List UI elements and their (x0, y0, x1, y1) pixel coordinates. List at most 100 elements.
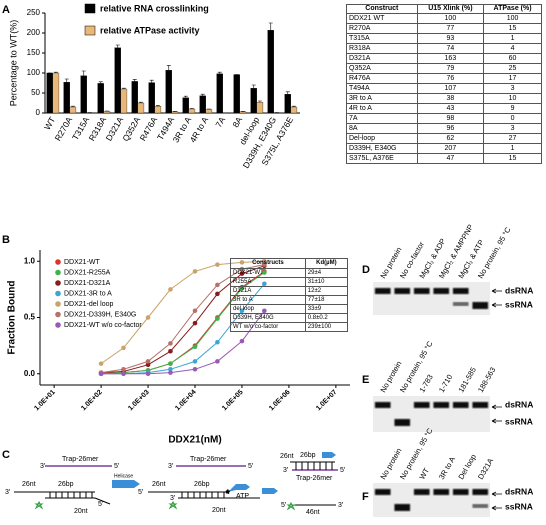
y-tick-label: 100 (27, 68, 41, 77)
x-axis-label: DDX21(nM) (168, 435, 221, 446)
table-cell: 77±18 (304, 295, 349, 305)
data-point (192, 320, 198, 326)
error-bar (64, 78, 69, 83)
bar (290, 106, 298, 114)
bar (284, 94, 291, 114)
diagram-label: 5′ (340, 467, 346, 474)
panel-label: C (2, 449, 10, 461)
table-row: R255A 31±10 (230, 277, 349, 287)
legend-marker (55, 280, 61, 286)
table-cell: 8A (346, 123, 418, 134)
error-bar (138, 101, 143, 103)
table-row: R476A 76 17 (346, 73, 542, 84)
error-bar (115, 44, 120, 48)
data-point (168, 348, 173, 354)
bar (52, 72, 60, 114)
x-tick-label: 1.0E+03 (127, 389, 151, 413)
error-bar (98, 81, 103, 84)
diagram-label: 20nt (74, 508, 88, 515)
table-cell: 12±2 (304, 286, 349, 296)
diagram-label: 46nt (306, 509, 320, 516)
gel-band (394, 419, 411, 426)
band-label: ssRNA (505, 416, 533, 426)
gel-band (374, 489, 391, 495)
x-tick-label: 1.0E+07 (315, 389, 339, 413)
table-cell: 1 (483, 33, 542, 44)
bar (233, 74, 240, 114)
table-cell: 62 (416, 133, 485, 144)
legend-swatch (84, 3, 96, 14)
gel-band (452, 402, 469, 408)
y-tick-label: 200 (27, 28, 41, 37)
diagram-label: 26bp (194, 481, 210, 488)
table-cell: 31±10 (304, 277, 349, 287)
gel-band (452, 288, 469, 294)
table-cell: 1 (483, 143, 542, 154)
gel (373, 483, 490, 517)
gel-band (452, 489, 469, 495)
table-row: D321A 163 60 (346, 53, 542, 64)
y-tick-label: 0.5 (24, 313, 36, 322)
table-header-cell: Kd(µM) (304, 258, 349, 269)
table-header-row: Construct U15 Xlink (%) ATPase (%) (346, 4, 542, 14)
band-label: dsRNA (505, 399, 533, 409)
diagram-label: 3′ (283, 467, 289, 474)
diagram-label: 5′ (114, 463, 120, 470)
data-point (192, 359, 198, 364)
error-bar (155, 105, 160, 107)
legend-marker (55, 290, 61, 297)
table-cell: 4 (483, 43, 542, 54)
lane-label: 1-783 (417, 373, 434, 394)
data-point (145, 362, 151, 368)
legend-label: DDX21-del loop (64, 301, 114, 308)
table-cell: DDX21 WT (346, 13, 418, 24)
gel-band (394, 504, 411, 511)
error-bar (217, 71, 222, 74)
error-bar (251, 84, 256, 89)
data-point (145, 315, 151, 320)
legend-marker (55, 322, 61, 328)
data-point (215, 359, 220, 364)
data-point (121, 366, 126, 372)
table-cell: Del-loop (346, 133, 418, 144)
table-cell: 27 (483, 133, 542, 144)
table-cell: 100 (416, 13, 485, 24)
data-point (192, 308, 198, 314)
table-row: 4R to A 43 9 (346, 103, 542, 114)
table-cell: 207 (416, 143, 485, 154)
table-cell: 3 (483, 123, 542, 134)
table-kd: Constructs Kd(µM) DDX21-WT 29±4 R255A 31±10 D3… (230, 258, 349, 332)
table-cell: R476A (346, 73, 418, 84)
diagram-label: 3′ (168, 463, 174, 470)
bar (63, 82, 70, 114)
gel-band (413, 288, 430, 294)
data-point (168, 287, 173, 292)
table-cell: Q352A (346, 63, 418, 74)
panel-label: E (362, 374, 369, 386)
legend-marker (55, 259, 61, 265)
legend-label: relative RNA crosslinking (100, 3, 209, 13)
table-row: S375L, A376E 47 15 (346, 153, 542, 164)
error-bar (200, 93, 205, 96)
error-bar (285, 91, 290, 95)
table-cell: 77 (416, 23, 485, 34)
bar (154, 106, 162, 114)
table-cell: 15 (483, 153, 542, 164)
bar (182, 97, 189, 114)
panel-label: D (362, 264, 370, 276)
legend-marker (55, 301, 61, 307)
table-row: T315A 93 1 (346, 33, 542, 44)
error-bar (268, 22, 273, 31)
error-bar (183, 95, 188, 98)
table-cell: T315A (346, 33, 418, 44)
data-point (168, 366, 173, 372)
table-cell: 93 (416, 33, 485, 44)
y-axis-label: Fraction Bound (7, 281, 18, 355)
diagram-label: 20nt (212, 507, 226, 514)
table-cell: D321A (346, 53, 418, 64)
gel (373, 396, 490, 432)
table-cell: 9 (483, 103, 542, 114)
diagram-label: Trap-26mer (190, 456, 227, 463)
table-cell: R255A (230, 277, 306, 287)
table-row: Del-loop 62 27 (346, 133, 542, 144)
